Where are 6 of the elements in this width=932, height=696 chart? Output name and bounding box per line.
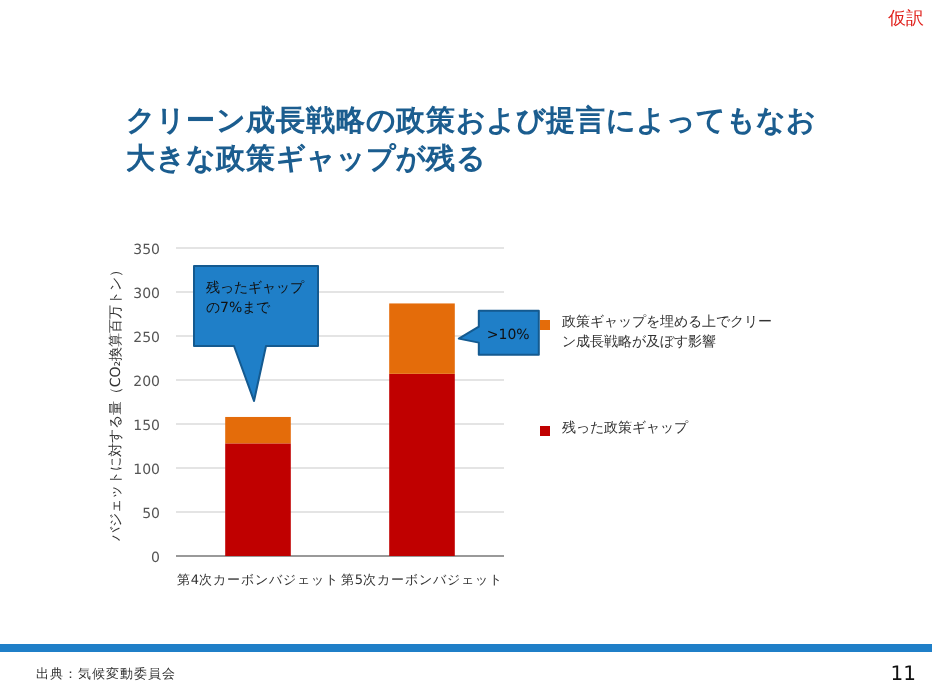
bar [225, 443, 291, 556]
text: 仮訳 [888, 8, 924, 30]
bar [389, 373, 455, 556]
text: 11 [890, 664, 916, 686]
chart-title: クリーン成長戦略の政策および提言によってもなお大きな政策ギャップが残る [126, 104, 818, 180]
bar [225, 416, 291, 444]
